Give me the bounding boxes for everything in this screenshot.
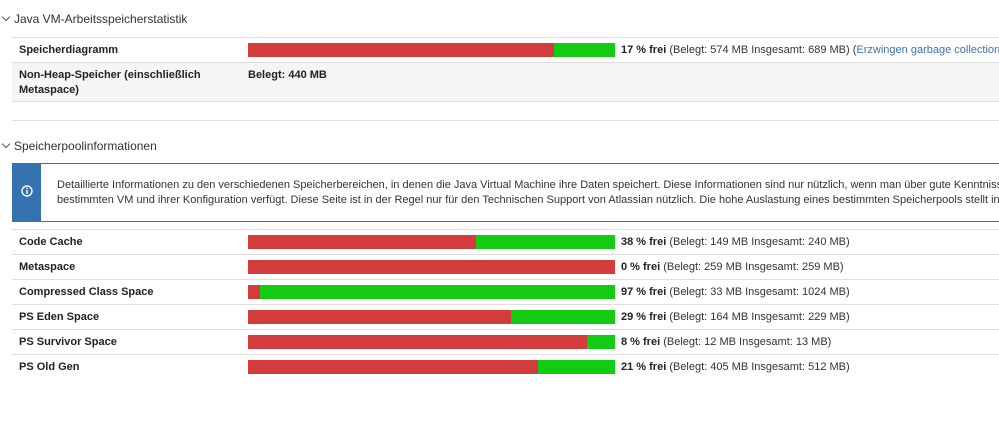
info-text: Detaillierte Informationen zu den versch… — [57, 179, 999, 191]
row-label: PS Eden Space — [19, 311, 100, 323]
divider — [12, 120, 999, 121]
free-label: 29 % frei — [621, 311, 667, 323]
row-label: PS Old Gen — [19, 361, 80, 373]
free-segment — [538, 360, 615, 374]
free-segment — [510, 310, 615, 324]
section-header[interactable]: Java VM-Arbeitsspeicherstatistik — [0, 12, 187, 26]
info-side — [13, 164, 41, 221]
usage-text: 8 % frei (Belegt: 12 MB Insgesamt: 13 MB… — [621, 336, 831, 348]
free-segment — [553, 43, 615, 57]
usage-bar — [248, 335, 615, 349]
used-segment — [248, 260, 615, 274]
free-label: 38 % frei — [621, 236, 667, 248]
used-segment — [248, 360, 539, 374]
row-label: Code Cache — [19, 236, 83, 248]
free-segment — [475, 235, 615, 249]
row-label: Speicherdiagramm — [19, 44, 119, 56]
used-segment — [248, 285, 260, 299]
free-label: 17 % frei — [621, 44, 667, 56]
details: (Belegt: 149 MB Insgesamt: 240 MB) — [669, 236, 850, 248]
used-segment — [248, 43, 554, 57]
details: (Belegt: 574 MB Insgesamt: 689 MB) — [669, 44, 850, 56]
info-box: Detaillierte Informationen zu den versch… — [12, 163, 999, 222]
free-label: 8 % frei — [621, 336, 661, 348]
pool-row: PS Survivor Space 8 % frei (Belegt: 12 MB… — [12, 329, 999, 355]
details: (Belegt: 12 MB Insgesamt: 13 MB) — [663, 336, 832, 348]
free-label: 21 % frei — [621, 361, 667, 373]
usage-bar — [248, 360, 615, 374]
value: Belegt: 440 MB — [248, 69, 327, 81]
usage-bar — [248, 235, 615, 249]
usage-bar — [248, 260, 615, 274]
used-segment — [248, 335, 587, 349]
pool-row: PS Old Gen 21 % frei (Belegt: 405 MB Insg… — [12, 354, 999, 380]
usage-bar — [248, 310, 615, 324]
usage-text: 38 % frei (Belegt: 149 MB Insgesamt: 240… — [621, 236, 850, 248]
details: (Belegt: 33 MB Insgesamt: 1024 MB) — [669, 286, 850, 298]
free-segment — [259, 285, 615, 299]
row-label: Compressed Class Space — [19, 286, 154, 298]
section-header[interactable]: Speicherpoolinformationen — [0, 139, 157, 153]
used-segment — [248, 310, 511, 324]
section-title: Java VM-Arbeitsspeicherstatistik — [14, 12, 188, 26]
usage-text: 29 % frei (Belegt: 164 MB Insgesamt: 229… — [621, 311, 850, 323]
non-heap-row: Non-Heap-Speicher (einschließlich Metasp… — [12, 62, 999, 102]
info-text: bestimmten VM und ihrer Konfiguration ve… — [57, 194, 999, 206]
info-icon — [21, 185, 33, 197]
free-segment — [586, 335, 615, 349]
pool-row: Compressed Class Space 97 % frei (Belegt:… — [12, 279, 999, 305]
usage-bar — [248, 285, 615, 299]
used-segment — [248, 235, 476, 249]
pool-row: Metaspace 0 % frei (Belegt: 259 MB Insges… — [12, 254, 999, 280]
free-label: 0 % frei — [621, 261, 661, 273]
usage-text: 0 % frei (Belegt: 259 MB Insgesamt: 259 … — [621, 261, 844, 273]
row-label: Non-Heap-Speicher (einschließlich Metasp… — [19, 69, 201, 96]
details: (Belegt: 164 MB Insgesamt: 229 MB) — [669, 311, 850, 323]
section-title: Speicherpoolinformationen — [14, 139, 157, 153]
details: (Belegt: 405 MB Insgesamt: 512 MB) — [669, 361, 850, 373]
usage-text: 21 % frei (Belegt: 405 MB Insgesamt: 512… — [621, 361, 850, 373]
details: (Belegt: 259 MB Insgesamt: 259 MB) — [663, 261, 844, 273]
row-label: PS Survivor Space — [19, 336, 117, 348]
usage-text: 17 % frei (Belegt: 574 MB Insgesamt: 689… — [621, 44, 999, 56]
heap-row: Speicherdiagramm 17 % frei (Belegt: 574 … — [12, 37, 999, 63]
pool-row: Code Cache 38 % frei (Belegt: 149 MB Insg… — [12, 229, 999, 255]
free-label: 97 % frei — [621, 286, 667, 298]
row-label: Metaspace — [19, 261, 76, 273]
pool-row: PS Eden Space 29 % frei (Belegt: 164 MB I… — [12, 304, 999, 330]
paren: ( — [852, 44, 857, 56]
gc-link[interactable]: Erzwingen garbage collection — [856, 44, 999, 56]
usage-text: 97 % frei (Belegt: 33 MB Insgesamt: 1024… — [621, 286, 850, 298]
usage-bar — [248, 43, 615, 57]
